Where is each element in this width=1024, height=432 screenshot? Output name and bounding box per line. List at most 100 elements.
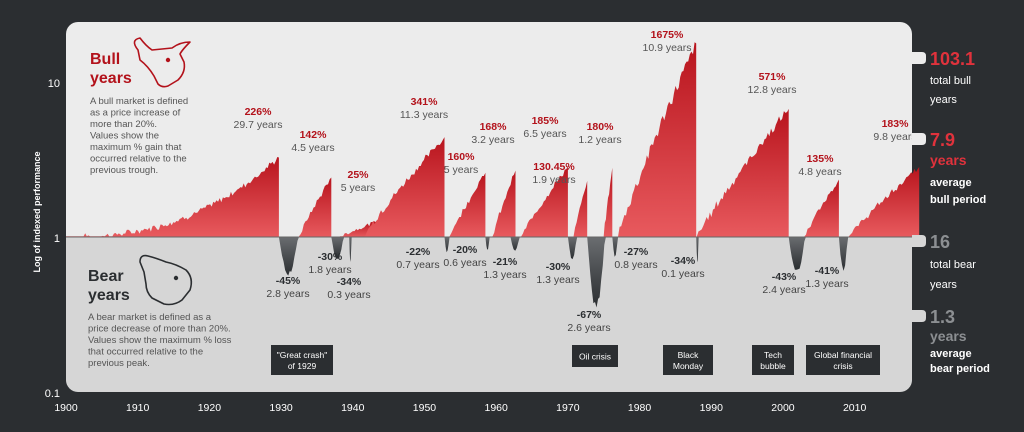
bull-years-label: 29.7 years (233, 119, 282, 131)
bull-gain-label: 226% (245, 106, 273, 118)
bull-years-label: 12.8 years (747, 84, 796, 96)
bear-description: Values show the maximum % loss (88, 335, 232, 346)
bull-area-1959.5 (492, 170, 516, 237)
bear-area-1962 (510, 237, 520, 251)
bull-gain-label: 180% (587, 121, 615, 133)
summary-caption: bear period (930, 363, 990, 375)
bull-gain-label: 135% (807, 153, 835, 165)
event-label: Black (678, 350, 700, 360)
x-tick-label: 1960 (484, 402, 508, 414)
bear-years-label: 2.4 years (762, 284, 805, 296)
summary-connector (912, 133, 926, 145)
x-tick-label: 2010 (843, 402, 867, 414)
x-tick-label: 1980 (628, 402, 652, 414)
bull-area-1932.5 (299, 177, 332, 237)
bull-gain-label: 1675% (651, 29, 684, 41)
event-box (806, 345, 880, 375)
bull-gain-label: 142% (300, 129, 328, 141)
bear-icon (139, 254, 193, 306)
summary-caption: years (930, 279, 957, 291)
bull-area-1970.8 (573, 180, 588, 237)
event-box (663, 345, 713, 375)
bear-loss-label: -34% (671, 255, 696, 267)
bull-area-1977 (618, 42, 697, 237)
bull-years-label: 5 years (341, 182, 375, 194)
bear-loss-label: -34% (337, 276, 362, 288)
bear-loss-label: -30% (546, 261, 571, 273)
event-label: of 1929 (288, 361, 317, 371)
x-tick-label: 1990 (700, 402, 724, 414)
bear-description: A bear market is defined as a (88, 312, 212, 323)
bull-description: occurred relative to the (90, 154, 187, 165)
summary-caption: average (930, 177, 972, 189)
bull-area-1988 (696, 108, 789, 238)
bull-gain-label: 185% (532, 115, 560, 127)
bear-area-2000.8 (788, 237, 806, 270)
bear-area-1972.7 (587, 237, 606, 308)
bear-years-label: 1.3 years (483, 269, 526, 281)
bear-loss-label: -67% (577, 309, 602, 321)
bear-loss-label: -20% (453, 244, 478, 256)
bull-area-1941.5 (363, 137, 445, 237)
bull-description: Values show the (90, 131, 159, 142)
summary-value-unit: years (930, 328, 967, 344)
bear-loss-label: -43% (772, 271, 797, 283)
bull-years-label: 3.2 years (471, 134, 514, 146)
bull-gain-label: 571% (759, 71, 787, 83)
summary-caption: years (930, 94, 957, 106)
bear-loss-label: -30% (318, 251, 343, 263)
bear-area-1939.5 (349, 237, 352, 262)
bull-years-label: 6.5 years (523, 128, 566, 140)
bear-years-label: 0.1 years (661, 268, 704, 280)
bull-title: Bull (90, 51, 120, 68)
x-tick-label: 1900 (54, 402, 78, 414)
bull-gain-label: 341% (411, 96, 439, 108)
y-axis-label: Log of indexed performance (32, 151, 42, 272)
event-box (752, 345, 794, 375)
bear-area-2007.8 (838, 237, 849, 271)
x-tick-label: 1950 (413, 402, 437, 414)
bear-description: price decrease of more than 20%. (88, 324, 231, 335)
bull-gain-label: 130.45% (533, 161, 575, 173)
bull-years-label: 9.8 years (873, 131, 916, 143)
bear-loss-label: -45% (276, 275, 301, 287)
summary-connector (912, 52, 926, 64)
bull-years-label: 10.9 years (642, 42, 691, 54)
event-label: Global financial (814, 350, 872, 360)
bull-area-1963.5 (521, 166, 568, 237)
bear-years-label: 0.6 years (443, 257, 486, 269)
bear-area-1958.5 (485, 237, 490, 250)
summary-caption: bull period (930, 194, 986, 206)
bear-area-1937 (331, 237, 345, 259)
bear-loss-label: -27% (624, 246, 649, 258)
event-label: bubble (760, 361, 786, 371)
event-label: crisis (833, 361, 852, 371)
y-tick-label: 10 (48, 78, 60, 90)
bull-area-2003 (804, 179, 839, 237)
bear-title: Bear (88, 268, 124, 285)
bear-years-label: 1.8 years (308, 264, 351, 276)
bear-years-label: 0.3 years (327, 289, 370, 301)
x-tick-label: 1930 (269, 402, 293, 414)
bull-areas (66, 42, 920, 238)
summary-caption: total bull (930, 75, 971, 87)
bear-years-label: 0.7 years (396, 259, 439, 271)
event-label: Monday (673, 361, 704, 371)
summary-caption: average (930, 348, 972, 360)
bull-gain-label: 183% (882, 118, 910, 130)
x-tick-label: 1940 (341, 402, 365, 414)
bull-area-2009.2 (848, 167, 920, 237)
event-box (572, 345, 618, 367)
bear-area-1970 (567, 237, 578, 260)
bull-icon (133, 37, 191, 88)
bull-description: more than 20%. (90, 119, 157, 130)
x-tick-label: 1920 (198, 402, 222, 414)
bear-years-label: 1.3 years (805, 278, 848, 290)
summary-connector (912, 310, 926, 322)
bull-area-1953.5 (449, 172, 486, 237)
bear-areas (278, 237, 849, 308)
summary-value-unit: years (930, 152, 967, 168)
bull-gain-label: 25% (347, 169, 369, 181)
bull-area-1975 (603, 167, 613, 237)
